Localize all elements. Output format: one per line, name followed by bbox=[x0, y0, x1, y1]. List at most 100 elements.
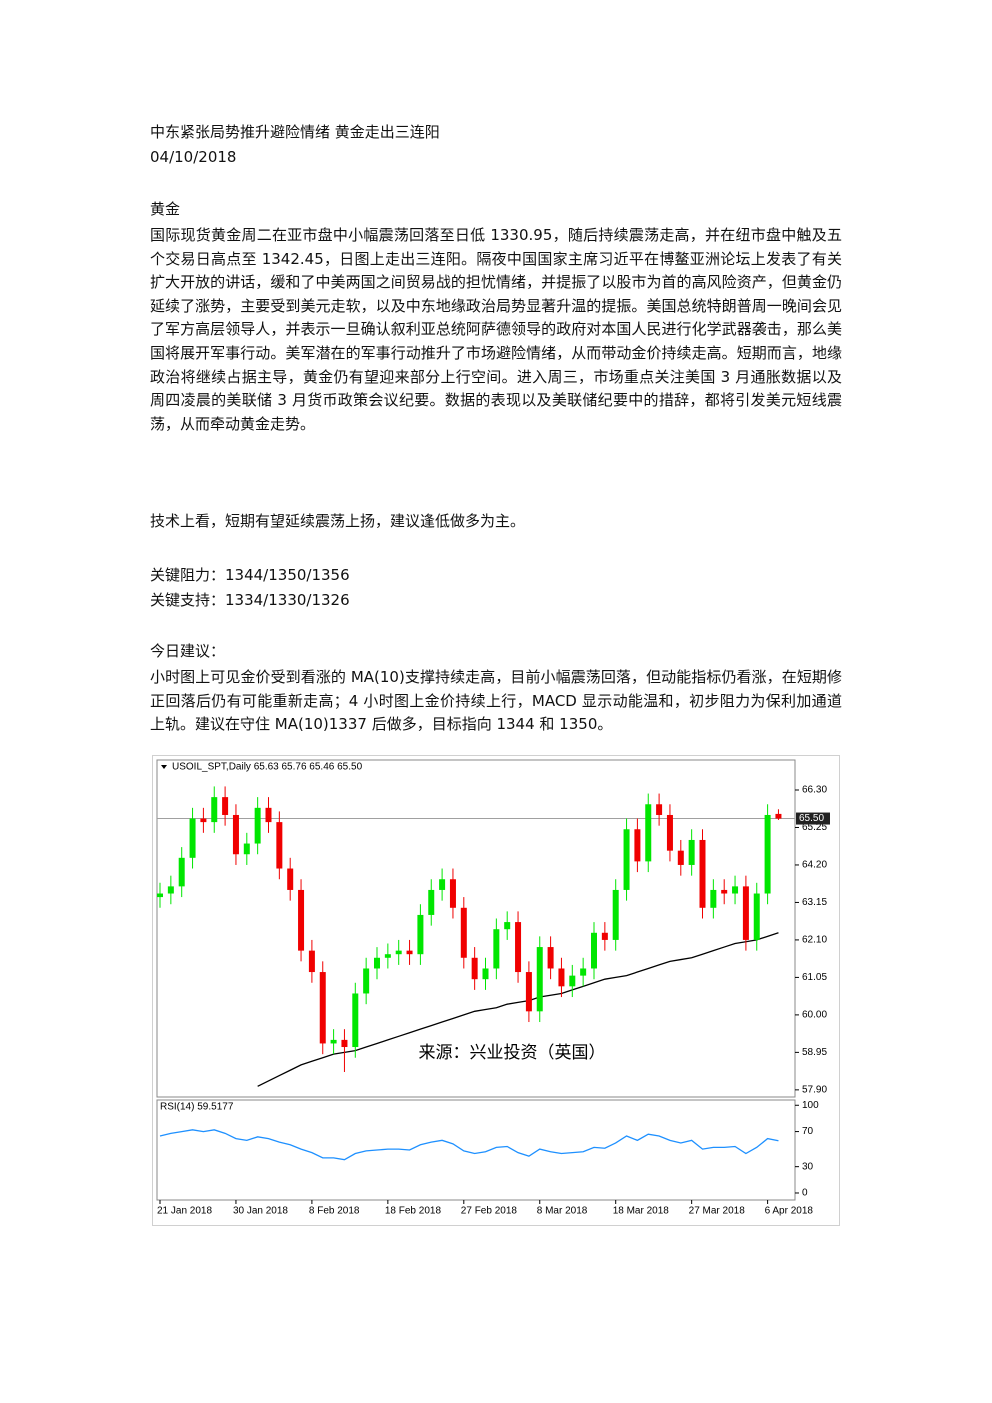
candle-body bbox=[493, 929, 500, 969]
y-tick-label: 60.00 bbox=[802, 1010, 827, 1021]
candle-body bbox=[580, 968, 587, 976]
y-tick-label: 57.90 bbox=[802, 1085, 827, 1096]
paragraph: 国际现货黄金周二在亚市盘中小幅震荡回落至日低 1330.95，随后持续震荡走高，… bbox=[150, 226, 842, 433]
x-tick-label: 8 Feb 2018 bbox=[309, 1206, 360, 1217]
paragraph: 技术上看，短期有望延续震荡上扬，建议逢低做多为主。 bbox=[150, 512, 526, 530]
rsi-line bbox=[159, 1129, 779, 1161]
y-tick-label: 62.10 bbox=[802, 935, 827, 946]
candle-body bbox=[352, 993, 359, 1048]
candle-body bbox=[504, 922, 511, 930]
candle-body bbox=[525, 972, 532, 1012]
candle-body bbox=[591, 932, 597, 969]
candle-body bbox=[612, 889, 619, 940]
candle-body bbox=[200, 818, 207, 823]
advice-heading: 今日建议： bbox=[150, 642, 226, 660]
candle-body bbox=[721, 889, 728, 894]
y-tick-label: 58.95 bbox=[802, 1047, 827, 1058]
candle-body bbox=[688, 839, 695, 865]
x-tick-label: 18 Mar 2018 bbox=[613, 1206, 670, 1217]
current-price-label: 65.50 bbox=[799, 813, 824, 824]
candle-body bbox=[536, 947, 543, 1012]
candle-body bbox=[308, 950, 315, 973]
x-tick-label: 18 Feb 2018 bbox=[385, 1206, 442, 1217]
candle-body bbox=[363, 968, 370, 994]
candle-body bbox=[319, 972, 326, 1044]
candle-body bbox=[460, 907, 467, 958]
candle-body bbox=[710, 889, 717, 908]
candle-body bbox=[406, 950, 413, 955]
candle-body bbox=[666, 814, 673, 851]
candle-body bbox=[178, 857, 185, 887]
candle-body bbox=[211, 797, 218, 823]
candle-body bbox=[634, 829, 641, 862]
chart-title: USOIL_SPT,Daily 65.63 65.76 65.46 65.50 bbox=[172, 762, 363, 773]
x-tick-label: 27 Mar 2018 bbox=[689, 1206, 746, 1217]
x-tick-label: 21 Jan 2018 bbox=[157, 1206, 212, 1217]
candle-body bbox=[677, 850, 684, 865]
candle-body bbox=[775, 813, 782, 819]
x-tick-label: 27 Feb 2018 bbox=[461, 1206, 518, 1217]
candle-body bbox=[341, 1039, 348, 1048]
candle-body bbox=[222, 797, 229, 815]
title: 中东紧张局势推升避险情绪 黄金走出三连阳 bbox=[150, 123, 440, 141]
rsi-panel bbox=[156, 1099, 796, 1201]
y-tick-label: 61.05 bbox=[802, 972, 827, 983]
candle-body bbox=[753, 893, 760, 940]
candle-body bbox=[732, 886, 739, 894]
candle-body bbox=[656, 804, 663, 815]
y-tick-label: 64.20 bbox=[802, 860, 827, 871]
candle-body bbox=[374, 957, 380, 969]
rsi-tick-label: 70 bbox=[802, 1126, 814, 1137]
candle-body bbox=[569, 975, 576, 987]
candle-body bbox=[558, 968, 565, 987]
candle-body bbox=[623, 829, 630, 890]
candle-body bbox=[384, 954, 391, 958]
candle-body bbox=[243, 843, 250, 855]
candle-body bbox=[515, 922, 522, 973]
candle-body bbox=[428, 889, 435, 915]
candle-body bbox=[471, 957, 478, 980]
rsi-tick-label: 30 bbox=[802, 1161, 814, 1172]
y-tick-label: 63.15 bbox=[802, 897, 827, 908]
section-heading: 黄金 bbox=[150, 200, 181, 218]
candle-body bbox=[167, 886, 174, 894]
y-tick-label: 66.30 bbox=[802, 785, 827, 796]
price-panel bbox=[156, 759, 796, 1098]
support: 关键支持：1334/1330/1326 bbox=[150, 591, 350, 609]
candle-body bbox=[742, 886, 749, 940]
candle-body bbox=[699, 839, 706, 908]
rsi-title: RSI(14) 59.5177 bbox=[160, 1102, 234, 1113]
candle-body bbox=[547, 947, 554, 969]
candle-body bbox=[287, 868, 294, 890]
candle-body bbox=[439, 879, 446, 890]
menu-triangle bbox=[161, 765, 167, 769]
candle-body bbox=[276, 822, 283, 869]
x-tick-label: 30 Jan 2018 bbox=[233, 1206, 288, 1217]
date: 04/10/2018 bbox=[150, 148, 237, 166]
candle-body bbox=[645, 804, 652, 862]
watermark: 来源：兴业投资（英国） bbox=[419, 1043, 606, 1063]
chart: USOIL_SPT,Daily 65.63 65.76 65.46 65.50 … bbox=[152, 755, 840, 1226]
candle-body bbox=[417, 914, 424, 955]
x-tick-label: 6 Apr 2018 bbox=[765, 1206, 814, 1217]
candle-body bbox=[482, 968, 489, 980]
advice: 小时图上可见金价受到看涨的 MA(10)支撑持续走高，目前小幅震荡回落，但动能指… bbox=[150, 668, 842, 734]
x-tick-label: 8 Mar 2018 bbox=[537, 1206, 588, 1217]
current-price-tag bbox=[796, 812, 830, 825]
candle-body bbox=[265, 807, 272, 823]
candle-body bbox=[157, 893, 163, 898]
candle-body bbox=[298, 889, 305, 951]
candle-body bbox=[189, 818, 196, 858]
candle-body bbox=[764, 814, 771, 894]
candle-body bbox=[449, 879, 456, 908]
y-tick-label: 65.25 bbox=[802, 822, 827, 833]
candle-body bbox=[232, 814, 239, 855]
rsi-tick-label: 100 bbox=[802, 1100, 819, 1111]
candle-body bbox=[601, 932, 608, 940]
candle-body bbox=[330, 1039, 337, 1044]
candle-body bbox=[395, 950, 402, 955]
candle-body bbox=[254, 807, 261, 844]
resistance: 关键阻力：1344/1350/1356 bbox=[150, 566, 350, 584]
rsi-tick-label: 0 bbox=[802, 1188, 808, 1199]
